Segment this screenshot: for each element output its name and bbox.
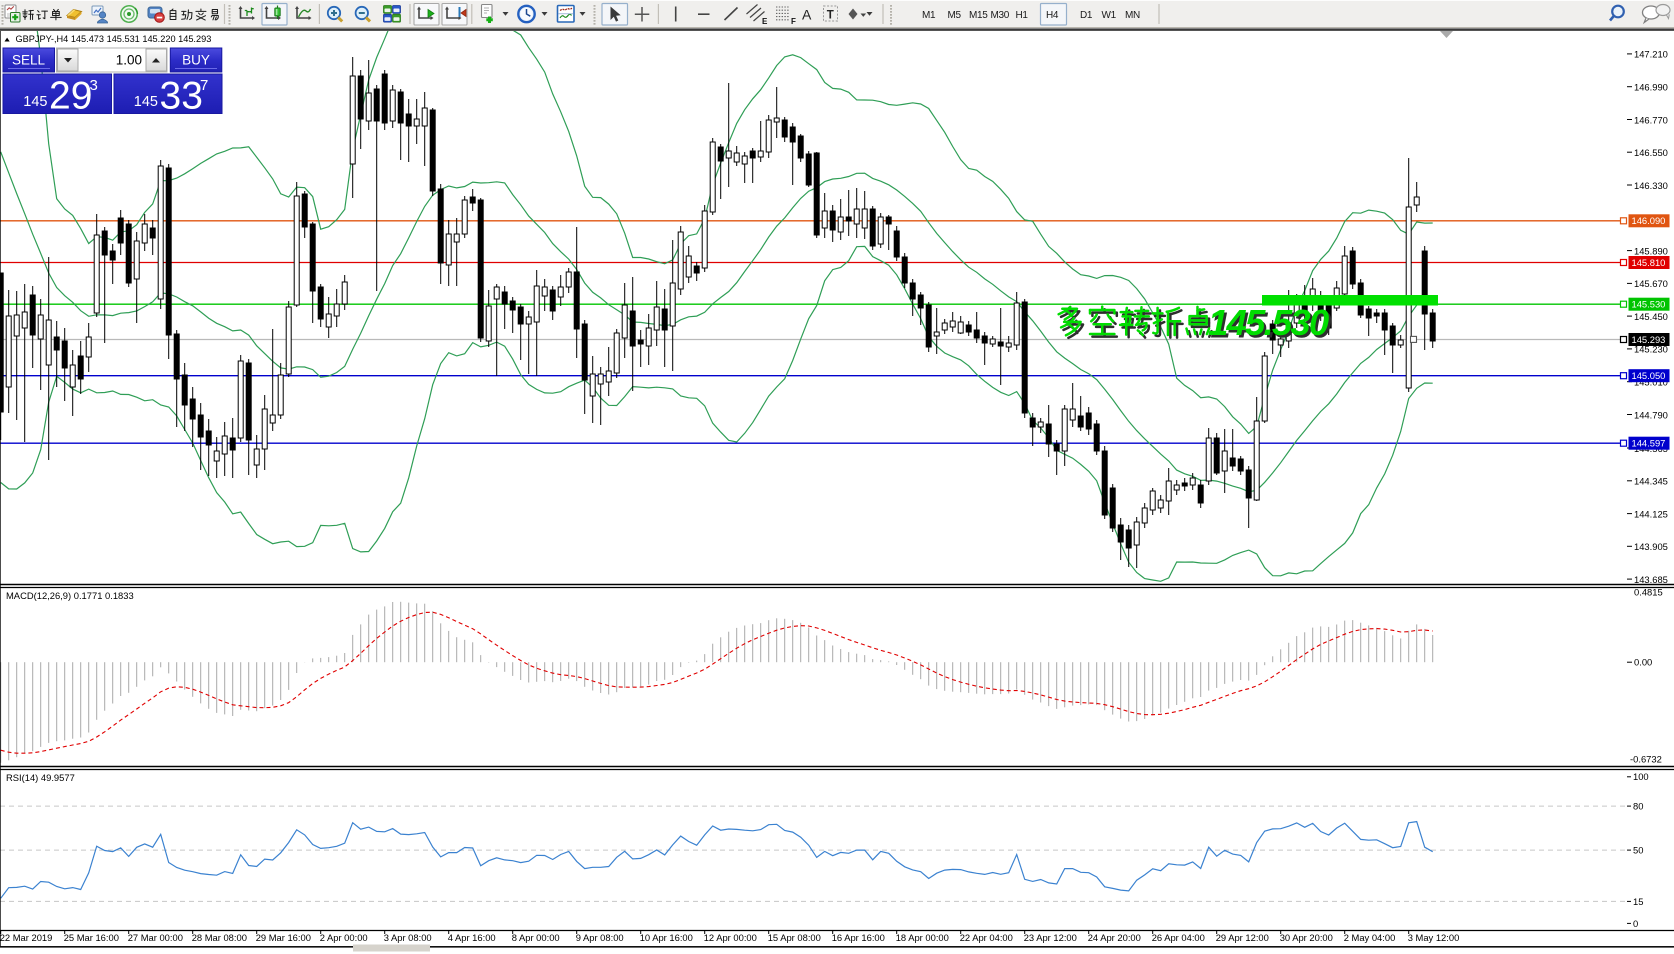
- svg-text:24 Apr 20:00: 24 Apr 20:00: [1088, 932, 1141, 943]
- svg-text:7: 7: [200, 77, 208, 94]
- svg-text:22 Apr 04:00: 22 Apr 04:00: [960, 932, 1013, 943]
- svg-text:145.293: 145.293: [1632, 334, 1666, 345]
- svg-text:22 Mar 2019: 22 Mar 2019: [0, 932, 52, 943]
- svg-text:143.905: 143.905: [1634, 541, 1668, 552]
- svg-text:10 Apr 16:00: 10 Apr 16:00: [640, 932, 693, 943]
- svg-text:-0.6732: -0.6732: [1630, 753, 1662, 764]
- svg-text:4 Apr 16:00: 4 Apr 16:00: [448, 932, 496, 943]
- svg-text:E: E: [762, 17, 768, 26]
- svg-text:15: 15: [1633, 896, 1643, 907]
- svg-text:T: T: [827, 10, 834, 22]
- svg-text:0.00: 0.00: [1634, 657, 1652, 668]
- svg-text:M1: M1: [922, 10, 936, 21]
- svg-text:12 Apr 00:00: 12 Apr 00:00: [704, 932, 757, 943]
- svg-text:144.790: 144.790: [1634, 409, 1668, 420]
- svg-text:28 Mar 08:00: 28 Mar 08:00: [192, 932, 247, 943]
- svg-text:D1: D1: [1080, 10, 1093, 21]
- svg-text:16 Apr 16:00: 16 Apr 16:00: [832, 932, 885, 943]
- svg-text:145.530: 145.530: [1210, 305, 1331, 346]
- svg-text:23 Apr 12:00: 23 Apr 12:00: [1024, 932, 1077, 943]
- svg-text:2 May 04:00: 2 May 04:00: [1344, 932, 1396, 943]
- svg-text:29: 29: [49, 75, 92, 118]
- svg-text:30 Apr 20:00: 30 Apr 20:00: [1280, 932, 1333, 943]
- svg-text:A: A: [802, 7, 812, 23]
- svg-text:3 May 12:00: 3 May 12:00: [1408, 932, 1460, 943]
- svg-text:H4: H4: [1046, 10, 1059, 21]
- svg-text:143.685: 143.685: [1634, 574, 1668, 585]
- svg-text:GBPJPY-,H4 145.473 145.531 14: GBPJPY-,H4 145.473 145.531 145.220 145.2…: [16, 34, 212, 44]
- svg-text:BUY: BUY: [182, 53, 210, 68]
- svg-text:3 Apr 08:00: 3 Apr 08:00: [384, 932, 432, 943]
- svg-text:145.450: 145.450: [1634, 311, 1668, 322]
- svg-text:144.345: 144.345: [1634, 476, 1668, 487]
- svg-text:H1: H1: [1016, 10, 1029, 21]
- svg-text:145.810: 145.810: [1632, 257, 1666, 268]
- svg-text:M30: M30: [991, 10, 1010, 21]
- svg-text:146.090: 146.090: [1632, 215, 1666, 226]
- svg-text:145.050: 145.050: [1632, 370, 1666, 381]
- svg-text:145.890: 145.890: [1634, 245, 1668, 256]
- svg-text:29 Apr 12:00: 29 Apr 12:00: [1216, 932, 1269, 943]
- svg-text:145.670: 145.670: [1634, 278, 1668, 289]
- svg-text:MN: MN: [1125, 10, 1140, 21]
- svg-text:8 Apr 00:00: 8 Apr 00:00: [512, 932, 560, 943]
- svg-text:33: 33: [160, 75, 203, 118]
- svg-text:2 Apr 00:00: 2 Apr 00:00: [320, 932, 368, 943]
- svg-text:1.00: 1.00: [116, 53, 142, 68]
- svg-text:100: 100: [1633, 771, 1649, 782]
- svg-text:25 Mar 16:00: 25 Mar 16:00: [64, 932, 119, 943]
- svg-text:M5: M5: [948, 10, 962, 21]
- svg-text:144.597: 144.597: [1632, 438, 1666, 449]
- svg-text:145.230: 145.230: [1634, 344, 1668, 355]
- svg-text:147.210: 147.210: [1634, 49, 1668, 60]
- svg-text:146.550: 146.550: [1634, 147, 1668, 158]
- svg-text:29 Mar 16:00: 29 Mar 16:00: [256, 932, 311, 943]
- svg-text:9 Apr 08:00: 9 Apr 08:00: [576, 932, 624, 943]
- svg-text:145: 145: [134, 94, 158, 110]
- svg-text:15 Apr 08:00: 15 Apr 08:00: [768, 932, 821, 943]
- svg-text:145.530: 145.530: [1208, 302, 1329, 343]
- svg-text:3: 3: [90, 77, 98, 94]
- svg-text:MACD(12,26,9) 0.1771 0.1833: MACD(12,26,9) 0.1771 0.1833: [6, 590, 134, 601]
- svg-text:F: F: [791, 17, 796, 26]
- svg-text:50: 50: [1633, 845, 1643, 856]
- svg-text:27 Mar 00:00: 27 Mar 00:00: [128, 932, 183, 943]
- svg-text:146.990: 146.990: [1634, 82, 1668, 93]
- svg-text:M15: M15: [969, 10, 988, 21]
- svg-text:146.770: 146.770: [1634, 114, 1668, 125]
- svg-text:W1: W1: [1102, 10, 1117, 21]
- svg-text:144.125: 144.125: [1634, 508, 1668, 519]
- svg-text:145: 145: [23, 94, 47, 110]
- svg-text:18 Apr 00:00: 18 Apr 00:00: [896, 932, 949, 943]
- svg-text:0.4815: 0.4815: [1634, 587, 1663, 598]
- svg-text:146.330: 146.330: [1634, 180, 1668, 191]
- svg-text:145.530: 145.530: [1632, 299, 1666, 310]
- svg-text:RSI(14) 49.9577: RSI(14) 49.9577: [6, 772, 75, 783]
- svg-text:26 Apr 04:00: 26 Apr 04:00: [1152, 932, 1205, 943]
- svg-text:0: 0: [1633, 918, 1638, 929]
- svg-text:SELL: SELL: [12, 53, 46, 68]
- svg-text:80: 80: [1633, 801, 1643, 812]
